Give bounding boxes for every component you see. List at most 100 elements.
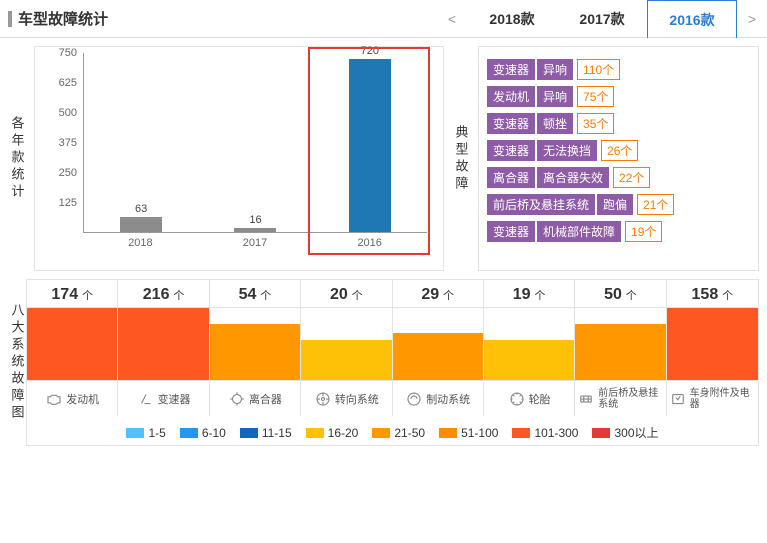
- system-bar: [210, 324, 300, 380]
- fault-count: 35个: [577, 113, 614, 134]
- y-tick: 750: [59, 47, 77, 59]
- system-bar: [667, 308, 758, 380]
- legend-item: 101-300: [512, 424, 578, 441]
- y-tick: 500: [59, 107, 77, 119]
- system-label: 变速器: [158, 391, 191, 407]
- bar-column-2018: 63: [84, 53, 198, 232]
- fault-count: 26个: [601, 140, 638, 161]
- system-cell[interactable]: 50 个前后桥及悬挂系统: [575, 280, 666, 416]
- y-tick: 125: [59, 197, 77, 209]
- fault-row[interactable]: 变速器异响110个: [487, 59, 750, 80]
- system-name: 发动机: [27, 380, 117, 416]
- system-icon: [508, 390, 526, 408]
- system-cell[interactable]: 20 个转向系统: [301, 280, 392, 416]
- system-cell[interactable]: 54 个离合器: [210, 280, 301, 416]
- legend-swatch: [512, 428, 530, 438]
- system-label: 轮胎: [529, 391, 551, 407]
- faults-panel: 变速器异响110个发动机异响75个变速器顿挫35个变速器无法换挡26个离合器离合…: [478, 46, 759, 271]
- fault-name-tag: 无法换挡: [537, 140, 597, 161]
- tab-2018款[interactable]: 2018款: [467, 0, 557, 38]
- system-icon: [405, 390, 423, 408]
- fault-name-tag: 离合器失效: [537, 167, 609, 188]
- system-bar-wrap: [393, 308, 483, 380]
- fault-name-tag: 异响: [537, 59, 573, 80]
- system-icon: [669, 390, 687, 408]
- system-bar-wrap: [575, 308, 665, 380]
- faults-vlabel: 典型故障: [452, 46, 470, 271]
- system-label: 发动机: [66, 391, 99, 407]
- system-cell[interactable]: 174 个发动机: [27, 280, 118, 416]
- system-name: 变速器: [118, 380, 208, 416]
- system-cell[interactable]: 216 个变速器: [118, 280, 209, 416]
- legend-swatch: [439, 428, 457, 438]
- bar-chart-panel: 125250375500625750 6316720 201820172016: [34, 46, 444, 271]
- system-count: 29 个: [393, 280, 483, 308]
- system-count: 19 个: [484, 280, 574, 308]
- system-bar-wrap: [118, 308, 208, 380]
- fault-row[interactable]: 发动机异响75个: [487, 86, 750, 107]
- system-bar: [393, 333, 483, 380]
- legend-label: 1-5: [148, 426, 165, 440]
- system-bar: [575, 324, 665, 380]
- system-count: 54 个: [210, 280, 300, 308]
- bar-value-label: 63: [135, 203, 147, 215]
- fault-count: 21个: [637, 194, 674, 215]
- fault-row[interactable]: 变速器机械部件故障19个: [487, 221, 750, 242]
- fault-count: 22个: [613, 167, 650, 188]
- legend-swatch: [240, 428, 258, 438]
- legend-label: 21-50: [394, 426, 425, 440]
- legend-swatch: [372, 428, 390, 438]
- bar: [120, 217, 162, 232]
- page-title: 车型故障统计: [0, 8, 437, 29]
- system-icon: [137, 390, 155, 408]
- bar-chart-vlabel: 各年款统计: [8, 46, 26, 271]
- fault-category-tag: 前后桥及悬挂系统: [487, 194, 595, 215]
- year-tabs: 2018款2017款2016款: [467, 0, 737, 38]
- legend-label: 11-15: [262, 426, 292, 440]
- system-icon: [228, 390, 246, 408]
- system-cell[interactable]: 19 个轮胎: [484, 280, 575, 416]
- system-cell[interactable]: 158 个车身附件及电器: [667, 280, 758, 416]
- legend-swatch: [180, 428, 198, 438]
- fault-row[interactable]: 变速器顿挫35个: [487, 113, 750, 134]
- system-name: 制动系统: [393, 380, 483, 416]
- systems-vlabel: 八大系统故障图: [8, 279, 26, 446]
- x-label: 2017: [198, 237, 313, 249]
- header: 车型故障统计 < 2018款2017款2016款 >: [0, 0, 767, 38]
- fault-count: 19个: [625, 221, 662, 242]
- system-bar: [484, 340, 574, 380]
- system-name: 离合器: [210, 380, 300, 416]
- legend-swatch: [306, 428, 324, 438]
- year-bar-chart: 125250375500625750 6316720 201820172016: [43, 53, 435, 264]
- tab-2017款[interactable]: 2017款: [557, 0, 647, 38]
- system-cell[interactable]: 29 个制动系统: [393, 280, 484, 416]
- fault-name-tag: 跑偏: [597, 194, 633, 215]
- system-bar-wrap: [210, 308, 300, 380]
- legend-item: 51-100: [439, 424, 498, 441]
- system-count: 50 个: [575, 280, 665, 308]
- bar: [234, 228, 276, 232]
- legend-swatch: [592, 428, 610, 438]
- fault-category-tag: 离合器: [487, 167, 535, 188]
- system-bar-wrap: [667, 308, 758, 380]
- fault-row[interactable]: 离合器离合器失效22个: [487, 167, 750, 188]
- prev-arrow[interactable]: <: [437, 0, 467, 38]
- fault-row[interactable]: 前后桥及悬挂系统跑偏21个: [487, 194, 750, 215]
- legend-label: 51-100: [461, 426, 498, 440]
- system-bar: [118, 308, 208, 380]
- y-tick: 375: [59, 137, 77, 149]
- fault-count: 75个: [577, 86, 614, 107]
- tab-2016款[interactable]: 2016款: [647, 0, 737, 38]
- system-count: 174 个: [27, 280, 117, 308]
- next-arrow[interactable]: >: [737, 0, 767, 38]
- fault-row[interactable]: 变速器无法换挡26个: [487, 140, 750, 161]
- fault-count: 110个: [577, 59, 620, 80]
- system-bar-wrap: [27, 308, 117, 380]
- system-icon: [577, 390, 595, 408]
- legend-item: 6-10: [180, 424, 226, 441]
- system-name: 轮胎: [484, 380, 574, 416]
- systems-panel: 174 个发动机216 个变速器54 个离合器20 个转向系统29 个制动系统1…: [26, 279, 759, 446]
- legend-item: 11-15: [240, 424, 292, 441]
- highlight-box: [308, 47, 430, 255]
- fault-category-tag: 发动机: [487, 86, 535, 107]
